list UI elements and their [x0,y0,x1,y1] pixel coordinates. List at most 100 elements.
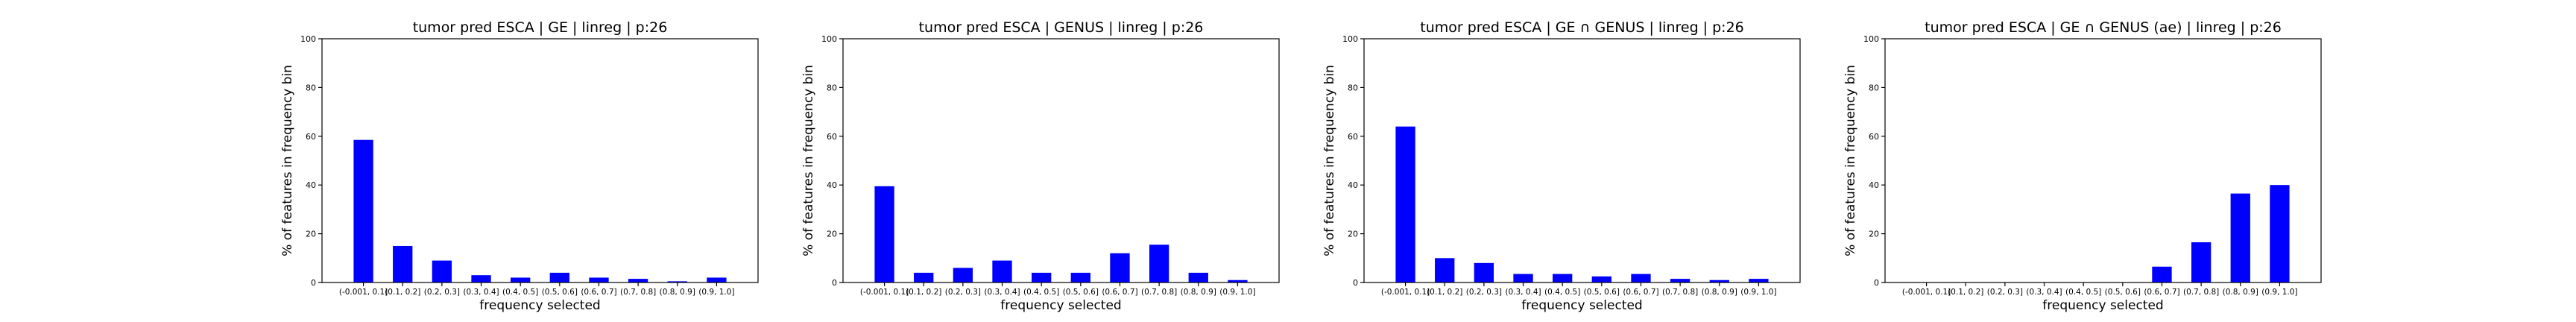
x-tick-label: (0.7, 0.8] [620,288,656,297]
bar [1228,280,1248,282]
x-tick-label: (0.2, 0.3] [945,288,981,297]
y-tick-label: 60 [1869,132,1879,142]
plot-frame [1363,38,1801,283]
x-tick-label: (0.6, 0.7] [1623,288,1658,297]
x-tick-label: (0.9, 1.0] [1219,288,1255,297]
bar [511,277,531,282]
x-tick-label: (-0.001, 0.1] [339,288,388,297]
x-tick-label: (0.2, 0.3] [1466,288,1502,297]
y-tick-label: 40 [827,180,837,190]
chart-panel-4: 0 20 40 60 80 100 (-0.001, 0.1](0.1, 0.2] (0.2,… [1843,19,2322,313]
x-tick-label: (0.3, 0.4] [463,288,499,297]
y-tick-label: 80 [306,83,316,92]
bar [992,260,1012,282]
y-tick-label: 0 [1353,278,1358,288]
bar [2191,242,2212,282]
x-tick-label: (0.8, 0.9] [1181,288,1216,297]
bar [393,245,413,282]
x-tick-label: (-0.001, 0.1] [1381,288,1430,297]
bar [1749,279,1769,282]
bar [1070,272,1090,282]
x-tick-label: (0.2, 0.3] [424,288,460,297]
x-tick-label: (0.5, 0.6] [1584,288,1620,297]
x-tick-label: (0.6, 0.7] [2144,288,2179,297]
y-axis-label: % of features in frequency bin [801,65,816,256]
y-tick-label: 0 [311,278,316,288]
y-tick-label: 100 [821,34,837,44]
x-tick-label: (0.7, 0.8] [2183,288,2219,297]
y-tick-label: 40 [1869,180,1879,190]
bar [667,281,687,282]
x-tick-label: (0.9, 1.0] [2261,288,2297,297]
x-tick-label: (0.1, 0.2] [385,288,420,297]
y-tick-label: 20 [827,230,837,239]
x-tick-label: (0.4, 0.5] [502,288,538,297]
y-tick-label: 100 [1863,34,1879,44]
bar [1395,126,1415,282]
bar [1110,253,1130,282]
bar [1032,272,1052,282]
x-axis-label: frequency selected [2042,298,2163,313]
x-axis-label: frequency selected [479,298,600,313]
x-tick-label: (0.1, 0.2] [1948,288,1983,297]
bar [1149,244,1169,282]
y-tick-label: 80 [1348,83,1358,92]
x-tick-label: (0.9, 1.0] [1740,288,1776,297]
x-tick-label: (0.7, 0.8] [1662,288,1698,297]
x-tick-label: (0.1, 0.2] [906,288,941,297]
x-tick-label: (0.1, 0.2] [1427,288,1462,297]
bar [1591,276,1611,282]
y-axis-label: % of features in frequency bin [280,65,295,256]
bar [707,277,727,282]
x-tick-label: (0.8, 0.9] [660,288,695,297]
bar [953,268,973,282]
x-axis-label: frequency selected [1521,298,1642,313]
y-tick-label: 0 [832,278,837,288]
bar [471,275,491,282]
x-tick-label: (0.9, 1.0] [698,288,734,297]
bar [1553,274,1573,282]
bar [353,139,373,282]
chart-title: tumor pred ESCA | GE ∩ GENUS | linreg | … [1420,19,1744,36]
bar [432,260,452,282]
x-tick-label: (0.5, 0.6] [542,288,578,297]
x-tick-label: (0.8, 0.9] [1702,288,1737,297]
bar [874,186,894,282]
y-tick-label: 60 [1348,132,1358,142]
bar [914,272,934,282]
bar [628,279,648,282]
y-tick-label: 40 [1348,180,1358,190]
bar [1188,272,1208,282]
x-tick-label: (0.4, 0.5] [1023,288,1059,297]
x-tick-label: (0.4, 0.5] [1544,288,1580,297]
y-tick-label: 0 [1874,278,1879,288]
y-tick-label: 20 [1869,230,1879,239]
bar [1709,280,1729,282]
y-tick-label: 100 [300,34,316,44]
x-tick-label: (-0.001, 0.1] [1902,288,1951,297]
x-tick-label: (0.5, 0.6] [1063,288,1099,297]
y-tick-label: 60 [827,132,837,142]
y-axis-label: % of features in frequency bin [1322,65,1337,256]
x-tick-label: (0.4, 0.5] [2065,288,2101,297]
chart-panel-1: 0 20 40 60 80 100 (-0.001, 0.1](0.1, 0.2] (0.2,… [280,19,759,313]
y-axis-label: % of features in frequency bin [1843,65,1858,256]
bar [589,277,609,282]
x-axis-label: frequency selected [1000,298,1121,313]
x-tick-label: (0.3, 0.4] [1505,288,1541,297]
chart-title: tumor pred ESCA | GE ∩ GENUS (ae) | linr… [1925,19,2282,36]
bar [2152,266,2172,282]
bar [1631,274,1651,282]
y-tick-label: 60 [306,132,316,142]
bar [2230,193,2250,282]
y-tick-label: 80 [827,83,837,92]
bar [1474,262,1494,282]
chart-title: tumor pred ESCA | GE | linreg | p:26 [413,19,668,36]
x-tick-label: (0.5, 0.6] [2105,288,2141,297]
y-tick-label: 100 [1342,34,1358,44]
x-tick-label: (0.8, 0.9] [2223,288,2258,297]
bar [1670,279,1690,282]
bar [1435,258,1455,282]
chart-panel-3: 0 20 40 60 80 100 (-0.001, 0.1](0.1, 0.2] (0.2,… [1322,19,1801,313]
